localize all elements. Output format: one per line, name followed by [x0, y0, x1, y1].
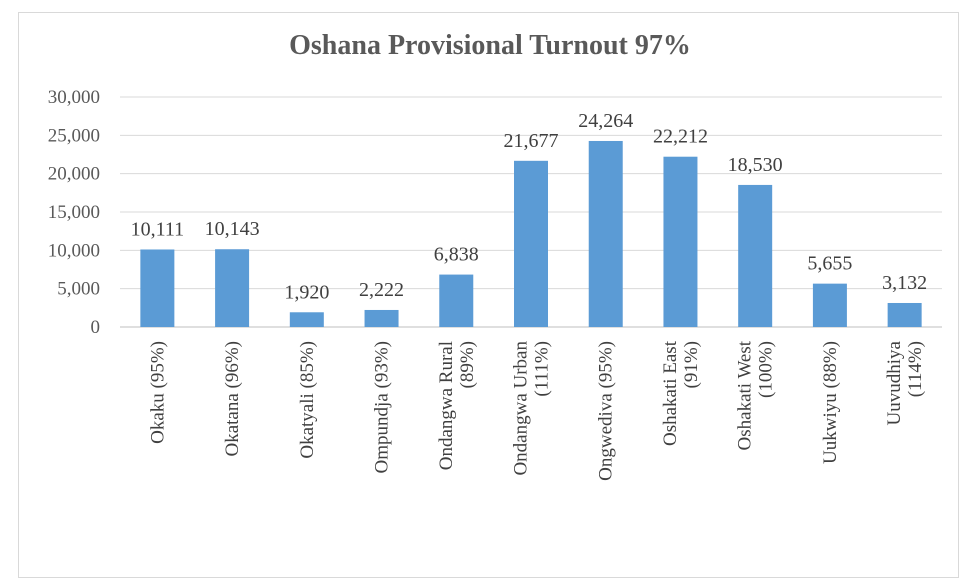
bar [439, 274, 474, 327]
data-label: 10,143 [205, 218, 260, 240]
y-tick-label: 0 [91, 317, 101, 338]
data-label: 2,222 [359, 279, 404, 301]
bar [514, 160, 548, 327]
bar [588, 140, 623, 327]
y-tick-label: 5,000 [57, 279, 100, 300]
category-label: Okaku (95%) [147, 341, 168, 444]
bar [887, 302, 922, 327]
data-labels: 10,111 10,143 1,920 2,222 6,838 21,677 24,264 2… [131, 110, 928, 303]
bar [812, 283, 847, 327]
bar [215, 249, 250, 327]
y-tick-label: 25,000 [48, 125, 100, 146]
data-label: 1,920 [284, 281, 329, 303]
category-label-line: (91%) [681, 341, 702, 388]
category-label-line: Ondangwa Urban [511, 341, 532, 476]
category-label-line: (100%) [756, 341, 777, 398]
category-label-line: (111%) [532, 341, 553, 397]
y-axis-tick-labels: 0 5,000 10,000 15,000 20,000 25,000 30,000 [48, 87, 100, 338]
category-label-line: (89%) [457, 341, 478, 388]
y-tick-label: 30,000 [48, 87, 100, 108]
y-tick-label: 10,000 [48, 240, 100, 261]
data-label: 22,212 [653, 126, 708, 148]
bar [738, 184, 773, 327]
category-label-line: Ompundja (93%) [372, 341, 393, 473]
category-label-line: Oshakati West [735, 340, 756, 450]
bar [289, 312, 324, 327]
category-label-line: Oshakati East [660, 340, 681, 446]
y-tick-label: 20,000 [48, 164, 100, 185]
category-label-line: Okatyali (85%) [297, 341, 318, 459]
data-label: 24,264 [578, 110, 633, 132]
bar [663, 156, 698, 327]
category-label: Ondangwa Rural (89%) [436, 341, 478, 470]
category-label-line: Ondangwa Rural [436, 341, 457, 470]
data-label: 21,677 [504, 130, 559, 152]
bar [364, 309, 399, 327]
category-labels: Okaku (95%) Okatana (96%) Okatyali (85%) Om… [147, 340, 926, 481]
category-label-line: Uuvudhiya [884, 340, 905, 425]
category-label-line: Okatana (96%) [222, 341, 243, 457]
category-label: Oshakati East (91%) [660, 340, 702, 446]
category-label-line: Okaku (95%) [147, 341, 168, 444]
data-label: 3,132 [882, 272, 927, 294]
data-label: 10,111 [131, 218, 185, 240]
category-label: Oshakati West (100%) [735, 340, 777, 450]
chart-title: Oshana Provisional Turnout 97% [289, 30, 691, 61]
y-tick-label: 15,000 [48, 202, 100, 223]
category-label: Ondangwa Urban (111%) [511, 341, 553, 476]
data-label: 6,838 [434, 244, 479, 266]
category-label: Uukwiyu (88%) [820, 341, 841, 464]
bar [140, 249, 175, 327]
category-label-line: Uukwiyu (88%) [820, 341, 841, 464]
data-label: 18,530 [728, 154, 783, 176]
category-label-line: Ongwediva (95%) [596, 341, 617, 481]
category-label: Ompundja (93%) [372, 341, 393, 473]
data-label: 5,655 [807, 253, 852, 275]
chart-frame [18, 12, 959, 578]
category-label: Okatyali (85%) [297, 341, 318, 459]
category-label: Ongwediva (95%) [596, 341, 617, 481]
bars [140, 140, 922, 327]
category-label: Okatana (96%) [222, 341, 243, 457]
category-label: Uuvudhiya (114%) [884, 340, 926, 425]
category-label-line: (114%) [905, 341, 926, 397]
